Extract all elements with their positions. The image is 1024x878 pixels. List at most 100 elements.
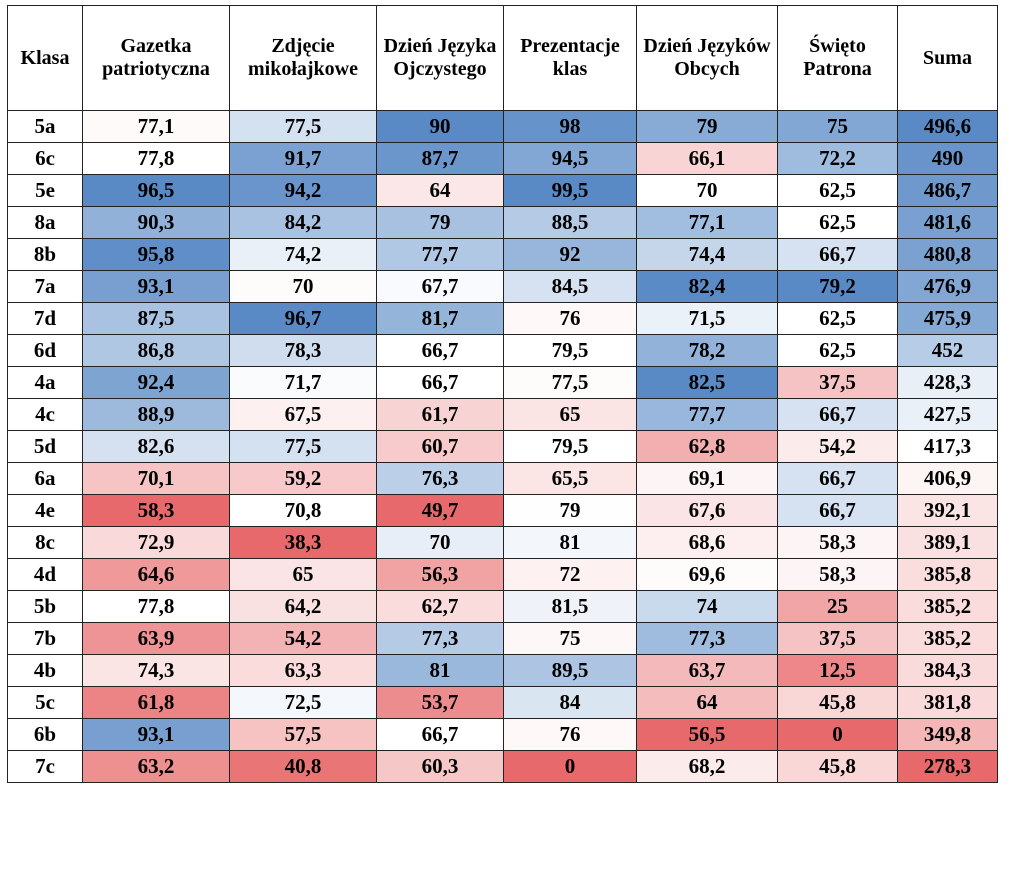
table-row: 5d 82,6 77,5 60,7 79,5 62,8 54,2 417,3 xyxy=(7,430,998,463)
heatmap-cell: 64,2 xyxy=(229,590,377,623)
heatmap-cell: 82,5 xyxy=(636,366,778,399)
heatmap-cell: 79,2 xyxy=(777,270,898,303)
row-label: 5b xyxy=(7,590,83,623)
heatmap-cell: 79 xyxy=(636,110,778,143)
heatmap-cell: 70 xyxy=(636,174,778,207)
heatmap-cell: 87,7 xyxy=(376,142,504,175)
heatmap-cell: 66,7 xyxy=(777,494,898,527)
heatmap-cell: 389,1 xyxy=(897,526,998,559)
heatmap-cell: 66,7 xyxy=(376,334,504,367)
heatmap-cell: 60,7 xyxy=(376,430,504,463)
heatmap-cell: 56,3 xyxy=(376,558,504,591)
heatmap-cell: 67,6 xyxy=(636,494,778,527)
heatmap-cell: 92 xyxy=(503,238,637,271)
heatmap-cell: 67,5 xyxy=(229,398,377,431)
heatmap-cell: 406,9 xyxy=(897,462,998,495)
heatmap-cell: 62,5 xyxy=(777,302,898,335)
heatmap-cell: 72,2 xyxy=(777,142,898,175)
heatmap-cell: 91,7 xyxy=(229,142,377,175)
heatmap-cell: 481,6 xyxy=(897,206,998,239)
heatmap-cell: 38,3 xyxy=(229,526,377,559)
heatmap-cell: 77,7 xyxy=(636,398,778,431)
column-header: Klasa xyxy=(7,5,83,111)
heatmap-cell: 75 xyxy=(777,110,898,143)
heatmap-cell: 68,2 xyxy=(636,750,778,783)
heatmap-cell: 77,7 xyxy=(376,238,504,271)
row-label: 8b xyxy=(7,238,83,271)
heatmap-cell: 77,5 xyxy=(503,366,637,399)
heatmap-cell: 77,1 xyxy=(82,110,230,143)
heatmap-cell: 79 xyxy=(503,494,637,527)
heatmap-cell: 452 xyxy=(897,334,998,367)
heatmap-cell: 428,3 xyxy=(897,366,998,399)
row-label: 8a xyxy=(7,206,83,239)
heatmap-cell: 66,7 xyxy=(777,462,898,495)
row-label: 7c xyxy=(7,750,83,783)
heatmap-cell: 90,3 xyxy=(82,206,230,239)
heatmap-cell: 63,9 xyxy=(82,622,230,655)
table-row: 7b 63,9 54,2 77,3 75 77,3 37,5 385,2 xyxy=(7,622,998,655)
heatmap-cell: 78,2 xyxy=(636,334,778,367)
heatmap-cell: 69,1 xyxy=(636,462,778,495)
row-label: 4b xyxy=(7,654,83,687)
heatmap-cell: 54,2 xyxy=(777,430,898,463)
heatmap-cell: 278,3 xyxy=(897,750,998,783)
heatmap-cell: 70,8 xyxy=(229,494,377,527)
heatmap-cell: 82,4 xyxy=(636,270,778,303)
heatmap-cell: 89,5 xyxy=(503,654,637,687)
heatmap-cell: 96,7 xyxy=(229,302,377,335)
table-row: 6c 77,8 91,7 87,7 94,5 66,1 72,2 490 xyxy=(7,142,998,175)
heatmap-cell: 79 xyxy=(376,206,504,239)
table-row: 7c 63,2 40,8 60,3 0 68,2 45,8 278,3 xyxy=(7,750,998,783)
heatmap-cell: 76,3 xyxy=(376,462,504,495)
heatmap-cell: 94,5 xyxy=(503,142,637,175)
heatmap-cell: 84 xyxy=(503,686,637,719)
heatmap-cell: 486,7 xyxy=(897,174,998,207)
heatmap-cell: 88,5 xyxy=(503,206,637,239)
heatmap-cell: 66,7 xyxy=(777,398,898,431)
heatmap-cell: 62,5 xyxy=(777,174,898,207)
row-label: 5a xyxy=(7,110,83,143)
heatmap-cell: 385,2 xyxy=(897,622,998,655)
heatmap-cell: 64,6 xyxy=(82,558,230,591)
column-header: Dzień Języka Ojczystego xyxy=(376,5,504,111)
heatmap-cell: 77,8 xyxy=(82,590,230,623)
heatmap-cell: 37,5 xyxy=(777,622,898,655)
heatmap-cell: 62,5 xyxy=(777,334,898,367)
table-row: 5a 77,1 77,5 90 98 79 75 496,6 xyxy=(7,110,998,143)
row-label: 4d xyxy=(7,558,83,591)
heatmap-cell: 65 xyxy=(229,558,377,591)
heatmap-cell: 65 xyxy=(503,398,637,431)
heatmap-cell: 69,6 xyxy=(636,558,778,591)
heatmap-cell: 45,8 xyxy=(777,686,898,719)
heatmap-cell: 37,5 xyxy=(777,366,898,399)
heatmap-cell: 79,5 xyxy=(503,334,637,367)
heatmap-cell: 417,3 xyxy=(897,430,998,463)
table-row: 4d 64,6 65 56,3 72 69,6 58,3 385,8 xyxy=(7,558,998,591)
heatmap-cell: 58,3 xyxy=(777,558,898,591)
heatmap-cell: 77,1 xyxy=(636,206,778,239)
heatmap-cell: 86,8 xyxy=(82,334,230,367)
table-row: 5e 96,5 94,2 64 99,5 70 62,5 486,7 xyxy=(7,174,998,207)
table-row: 5b 77,8 64,2 62,7 81,5 74 25 385,2 xyxy=(7,590,998,623)
heatmap-cell: 74 xyxy=(636,590,778,623)
heatmap-cell: 53,7 xyxy=(376,686,504,719)
heatmap-cell: 54,2 xyxy=(229,622,377,655)
heatmap-cell: 94,2 xyxy=(229,174,377,207)
heatmap-cell: 79,5 xyxy=(503,430,637,463)
heatmap-cell: 76 xyxy=(503,302,637,335)
row-label: 6c xyxy=(7,142,83,175)
row-label: 5e xyxy=(7,174,83,207)
heatmap-cell: 65,5 xyxy=(503,462,637,495)
heatmap-cell: 427,5 xyxy=(897,398,998,431)
heatmap-cell: 385,2 xyxy=(897,590,998,623)
heatmap-cell: 70 xyxy=(229,270,377,303)
heatmap-cell: 81,7 xyxy=(376,302,504,335)
header-row: Klasa Gazetka patriotyczna Zdjęcie mikołaj… xyxy=(7,5,998,111)
heatmap-cell: 81,5 xyxy=(503,590,637,623)
heatmap-cell: 67,7 xyxy=(376,270,504,303)
heatmap-cell: 93,1 xyxy=(82,270,230,303)
heatmap-cell: 496,6 xyxy=(897,110,998,143)
heatmap-cell: 68,6 xyxy=(636,526,778,559)
heatmap-cell: 66,7 xyxy=(376,718,504,751)
